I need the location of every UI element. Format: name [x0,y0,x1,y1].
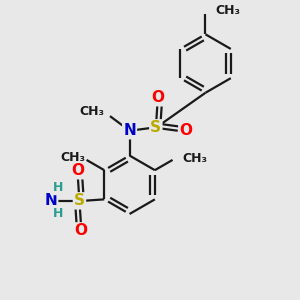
Text: CH₃: CH₃ [216,4,241,17]
Text: O: O [179,123,192,138]
Text: CH₃: CH₃ [60,151,85,164]
Text: O: O [74,224,87,238]
Text: H: H [53,208,64,220]
Text: H: H [53,181,64,194]
Text: O: O [71,163,85,178]
Text: N: N [123,123,136,138]
Text: S: S [150,120,161,135]
Text: CH₃: CH₃ [183,152,208,165]
Text: O: O [151,90,164,105]
Text: S: S [74,193,85,208]
Text: CH₃: CH₃ [80,105,105,118]
Text: N: N [44,193,57,208]
